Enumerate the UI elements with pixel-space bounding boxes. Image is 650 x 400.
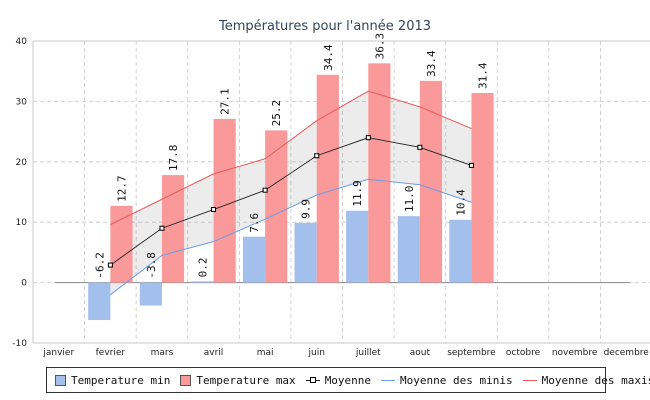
value-label-max: 12.7 bbox=[115, 175, 128, 202]
value-label-max: 27.1 bbox=[219, 88, 232, 115]
x-tick-label: mai bbox=[257, 348, 274, 358]
bar-temperature-min bbox=[346, 210, 369, 283]
x-tick-label: decembre bbox=[604, 348, 650, 358]
value-label-max: 31.4 bbox=[477, 62, 490, 89]
marker-moyenne bbox=[314, 153, 320, 159]
value-label-max: 25.2 bbox=[270, 100, 283, 127]
y-tick-label: 40 bbox=[16, 37, 28, 47]
legend-swatch-moyenne-minis bbox=[381, 376, 396, 385]
legend-label-min: Temperature min bbox=[71, 373, 171, 387]
bar-temperature-max bbox=[316, 74, 339, 283]
value-label-min: 0.2 bbox=[196, 258, 209, 278]
marker-moyenne bbox=[262, 187, 268, 193]
marker-moyenne bbox=[159, 225, 165, 231]
bar-temperature-min bbox=[449, 219, 472, 283]
marker-moyenne bbox=[211, 207, 217, 213]
y-tick-label: 0 bbox=[21, 279, 27, 289]
legend-item-min[interactable]: Temperature min bbox=[55, 374, 170, 387]
bar-temperature-max bbox=[110, 205, 133, 283]
bar-temperature-max bbox=[471, 92, 494, 283]
bar-temperature-max bbox=[368, 63, 391, 283]
legend-item-moyenne[interactable]: Moyenne bbox=[305, 373, 372, 387]
value-label-min: 7.6 bbox=[248, 213, 261, 233]
x-tick-label: juin bbox=[307, 348, 324, 358]
value-label-min: 11.0 bbox=[403, 186, 416, 213]
chart-legend: Temperature min Temperature max Moyenne … bbox=[46, 367, 650, 393]
x-tick-label: janvier bbox=[42, 348, 74, 358]
legend-label-max: Temperature max bbox=[196, 373, 296, 387]
value-label-max: 33.4 bbox=[425, 50, 438, 77]
x-tick-label: fevrier bbox=[96, 348, 126, 358]
y-tick-label: 10 bbox=[16, 218, 28, 228]
bar-temperature-min bbox=[139, 282, 162, 306]
bar-temperature-min bbox=[242, 236, 266, 283]
marker-moyenne bbox=[468, 162, 474, 168]
y-tick-label: 20 bbox=[16, 158, 28, 168]
bar-temperature-max bbox=[265, 130, 288, 283]
legend-item-max[interactable]: Temperature max bbox=[180, 373, 296, 387]
value-label-max: 17.8 bbox=[167, 145, 180, 172]
y-tick-label: 30 bbox=[16, 97, 28, 107]
legend-label-moyenne-maxis: Moyenne des maxis bbox=[541, 373, 650, 387]
line-moyenne-minis bbox=[110, 178, 472, 296]
line-moyenne bbox=[110, 137, 472, 266]
legend-item-moyenne-maxis[interactable]: Moyenne des maxis bbox=[522, 373, 650, 387]
x-tick-label: avril bbox=[204, 348, 224, 358]
value-label-min: 9.9 bbox=[300, 199, 313, 219]
x-tick-label: octobre bbox=[506, 348, 541, 358]
legend-swatch-moyenne-maxis bbox=[522, 376, 537, 385]
value-label-max: 36.3 bbox=[373, 33, 386, 60]
legend-swatch-min bbox=[55, 374, 66, 386]
chart-title: Températures pour l'année 2013 bbox=[218, 19, 431, 34]
value-label-min: 10.4 bbox=[454, 189, 467, 216]
bar-temperature-min bbox=[294, 222, 317, 283]
x-tick-label: mars bbox=[151, 348, 174, 358]
bar-temperature-min bbox=[191, 281, 214, 283]
value-label-min: -6.2 bbox=[93, 252, 106, 279]
bar-temperature-max bbox=[213, 118, 236, 283]
legend-swatch-moyenne bbox=[305, 376, 320, 385]
bar-temperature-min bbox=[88, 282, 111, 321]
x-tick-label: novembre bbox=[552, 348, 598, 358]
x-tick-label: aout bbox=[410, 348, 431, 358]
x-tick-label: juillet bbox=[355, 348, 381, 358]
marker-moyenne bbox=[107, 262, 113, 268]
marker-moyenne bbox=[417, 144, 423, 150]
bar-temperature-max bbox=[419, 80, 443, 283]
value-label-min: 11.9 bbox=[351, 180, 364, 207]
y-tick-label: -10 bbox=[12, 339, 27, 349]
marker-moyenne bbox=[365, 135, 371, 141]
value-label-min: -3.8 bbox=[145, 252, 158, 279]
legend-label-moyenne: Moyenne bbox=[324, 373, 372, 387]
bar-temperature-min bbox=[397, 216, 420, 283]
legend-label-moyenne-minis: Moyenne des minis bbox=[400, 373, 513, 387]
x-tick-label: septembre bbox=[447, 348, 496, 358]
legend-item-moyenne-minis[interactable]: Moyenne des minis bbox=[381, 374, 513, 387]
legend-swatch-max bbox=[180, 374, 192, 386]
value-label-max: 34.4 bbox=[322, 44, 335, 71]
line-moyenne-maxis bbox=[110, 90, 472, 226]
bar-temperature-max bbox=[161, 175, 185, 283]
